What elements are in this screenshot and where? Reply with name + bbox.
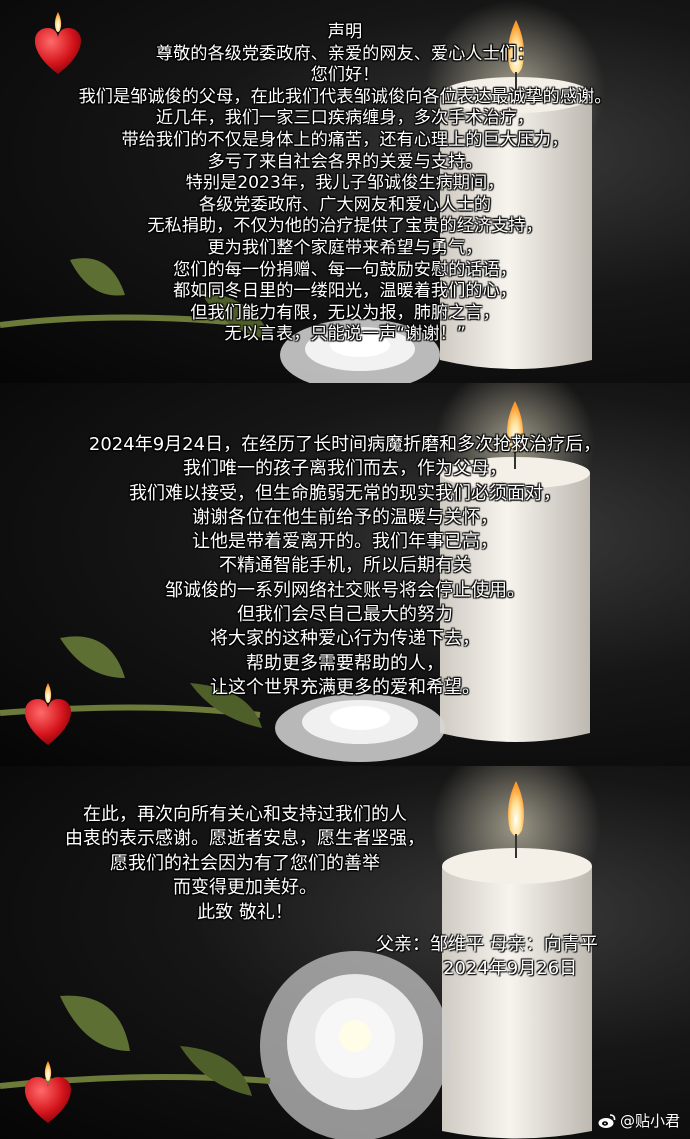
text-line: 我们难以接受，但生命脆弱无常的现实我们必须面对， [129,482,561,504]
text-line: 愿我们的社会因为有了您们的善举 [110,852,380,874]
candle-panel-middle [0,383,690,766]
text-line: 帮助更多需要帮助的人， [246,652,444,674]
candle-panel-bottom [0,766,690,1139]
candle-scene-illustration [0,766,601,1139]
white-chrysanthemum [260,951,450,1139]
text-line: 您们的每一份捐赠、每一句鼓励安慰的话语， [173,259,517,280]
text-line: 多亏了来自社会各界的关爱与支持。 [207,151,483,172]
statement-middle: 2024年9月24日，在经历了长时间病魔折磨和多次抢救治疗后， 我们唯一的孩子离… [0,433,690,700]
candle-scene-illustration [0,383,595,762]
text-line: 我们唯一的孩子离我们而去，作为父母， [183,458,507,480]
white-chrysanthemum [280,319,440,383]
statement-opening: 声明 尊敬的各级党委政府、亲爱的网友、爱心人士们： 您们好！ 我们是邹诚俊的父母… [0,22,690,346]
heart-candle-icon [24,683,72,745]
text-line: 特别是2023年，我儿子邹诚俊生病期间， [185,173,505,194]
text-line: 无私捐助，不仅为他的治疗提供了宝贵的经济支持， [147,216,543,237]
text-line: 谢谢各位在他生前给予的温暖与关怀， [192,506,498,528]
text-line: 但我们会尽自己最大的努力 [237,604,453,626]
candle [442,856,592,1139]
candle-flame [508,20,524,74]
text-line: 将大家的这种爱心行为传递下去， [210,628,480,650]
text-line: 带给我们的不仅是身体上的痛苦，还有心理上的巨大压力， [121,129,569,150]
signature: 父亲：邹维平 母亲：向青平 [376,934,598,955]
heart-candle-icon [24,1061,72,1123]
text-line: 都如同冬日里的一缕阳光，温暖着我们的心， [173,281,517,302]
text-line: 我们是邹诚俊的父母，在此我们代表邹诚俊向各位表达最诚挚的感谢。 [78,86,612,107]
text-line: 由衷的表示感谢。愿逝者安息，愿生者坚强， [65,828,425,850]
text-line: 无以言表，只能说一声“谢谢！” [224,324,466,345]
watermark: @贴小君 [598,1110,680,1131]
candle-panel-top [0,0,690,383]
text-line: 在此，再次向所有关心和支持过我们的人 [83,804,407,825]
text-line: 让他是带着爱离开的。我们年事已高， [192,531,498,553]
text-line: 更为我们整个家庭带来希望与勇气， [207,237,483,258]
white-chrysanthemum [275,694,445,762]
salutation: 尊敬的各级党委政府、亲爱的网友、爱心人士们： [155,43,535,64]
text-line: 而变得更加美好。 [173,877,317,899]
weibo-icon [598,1113,616,1128]
candle-flame [507,401,523,453]
text-line: 近几年，我们一家三口疾病缠身，多次手术治疗， [155,108,535,129]
statement-closing: 在此，再次向所有关心和支持过我们的人 由衷的表示感谢。愿逝者安息，愿生者坚强， … [0,803,590,925]
watermark-text: @贴小君 [619,1112,680,1130]
candle [440,82,592,369]
text-line: 2024年9月24日，在经历了长时间病魔折磨和多次抢救治疗后， [88,434,602,455]
text-line: 此致 敬礼！ [197,901,293,923]
heart-candle-icon [34,12,82,74]
candle-scene-illustration [0,0,605,383]
text-line: 不精通智能手机，所以后期有关 [219,555,471,577]
text-line: 让这个世界充满更多的爱和希望。 [210,676,480,698]
candle-flame [508,781,524,836]
text-line: 邹诚俊的一系列网络社交账号将会停止使用。 [165,579,525,601]
candle [440,463,590,742]
text-line: 但我们能力有限，无以为报，肺腑之言， [190,302,500,323]
statement-title: 声明 [327,22,363,42]
greeting: 您们好！ [310,65,380,86]
signature-date: 2024年9月26日 [443,958,578,979]
green-leaves [0,258,270,340]
text-line: 各级党委政府、广大网友和爱心人士的 [198,194,492,215]
